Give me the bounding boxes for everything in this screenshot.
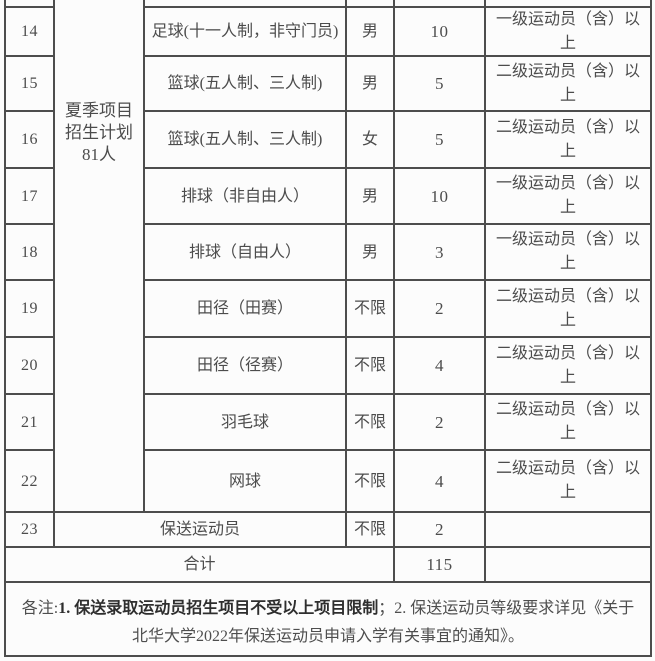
total-label-cell: 合计 [6, 548, 395, 583]
quota-cell: 2 [395, 281, 486, 338]
quota-cell: 5 [395, 57, 486, 112]
gender-cell: 不限 [347, 281, 395, 338]
admission-plan-table: 夏季项目 招生计划 81人 14 足球(十一人制，非守门员) 男 10 一级运动… [4, 0, 654, 657]
note-cell: 各注:1. 保送录取运动员招生项目不受以上项目限制；2. 保送运动员等级要求详见… [6, 583, 652, 657]
gender-cell: 不限 [347, 395, 395, 451]
requirement-cell [486, 513, 652, 548]
sport-cell: 田径（田赛） [145, 281, 347, 338]
cutoff-gender-cell [347, 0, 395, 8]
quota-cell: 4 [395, 451, 486, 513]
quota-cell: 10 [395, 8, 486, 57]
category-cell-summer-program: 夏季项目 招生计划 81人 [55, 0, 145, 513]
quota-cell: 5 [395, 112, 486, 169]
total-requirement-cell [486, 548, 652, 583]
requirement-cell: 二级运动员（含）以上 [486, 112, 652, 169]
gender-cell: 男 [347, 8, 395, 57]
cutoff-row-number-cell [6, 0, 55, 8]
sport-cell: 排球（非自由人） [145, 169, 347, 225]
row-number-cell: 15 [6, 57, 55, 112]
note-rest-text: ；2. 保送运动员等级要求详见《关于北华大学2022年保送运动员申请入学有关事宜… [131, 600, 635, 645]
note-bold-text: 1. 保送录取运动员招生项目不受以上项目限制 [58, 600, 379, 617]
requirement-cell: 一级运动员（含）以上 [486, 169, 652, 225]
recommended-athletes-cell: 保送运动员 [55, 513, 347, 548]
sport-cell: 羽毛球 [145, 395, 347, 451]
quota-cell: 2 [395, 513, 486, 548]
cutoff-requirement-cell [486, 0, 652, 8]
requirement-cell: 二级运动员（含）以上 [486, 395, 652, 451]
row-number-cell: 22 [6, 451, 55, 513]
note-prefix: 各注: [21, 600, 59, 617]
gender-cell: 男 [347, 57, 395, 112]
row-number-cell: 19 [6, 281, 55, 338]
requirement-cell: 二级运动员（含）以上 [486, 451, 652, 513]
sport-cell: 篮球(五人制、三人制) [145, 57, 347, 112]
gender-cell: 男 [347, 169, 395, 225]
row-number-cell: 23 [6, 513, 55, 548]
gender-cell: 不限 [347, 338, 395, 395]
sport-cell: 网球 [145, 451, 347, 513]
sport-cell: 田径（径赛） [145, 338, 347, 395]
cutoff-sport-cell [145, 0, 347, 8]
row-number-cell: 20 [6, 338, 55, 395]
row-number-cell: 17 [6, 169, 55, 225]
requirement-cell: 二级运动员（含）以上 [486, 57, 652, 112]
gender-cell: 不限 [347, 451, 395, 513]
gender-cell: 不限 [347, 513, 395, 548]
cutoff-quota-cell [395, 0, 486, 8]
row-number-cell: 14 [6, 8, 55, 57]
row-number-cell: 21 [6, 395, 55, 451]
requirement-cell: 二级运动员（含）以上 [486, 338, 652, 395]
gender-cell: 男 [347, 225, 395, 281]
sport-cell: 足球(十一人制，非守门员) [145, 8, 347, 57]
sport-cell: 排球（自由人） [145, 225, 347, 281]
row-number-cell: 16 [6, 112, 55, 169]
quota-cell: 4 [395, 338, 486, 395]
quota-cell: 2 [395, 395, 486, 451]
gender-cell: 女 [347, 112, 395, 169]
quota-cell: 3 [395, 225, 486, 281]
requirement-cell: 一级运动员（含）以上 [486, 225, 652, 281]
row-number-cell: 18 [6, 225, 55, 281]
requirement-cell: 一级运动员（含）以上 [486, 8, 652, 57]
requirement-cell: 二级运动员（含）以上 [486, 281, 652, 338]
total-quota-cell: 115 [395, 548, 486, 583]
sport-cell: 篮球(五人制、三人制) [145, 112, 347, 169]
quota-cell: 10 [395, 169, 486, 225]
